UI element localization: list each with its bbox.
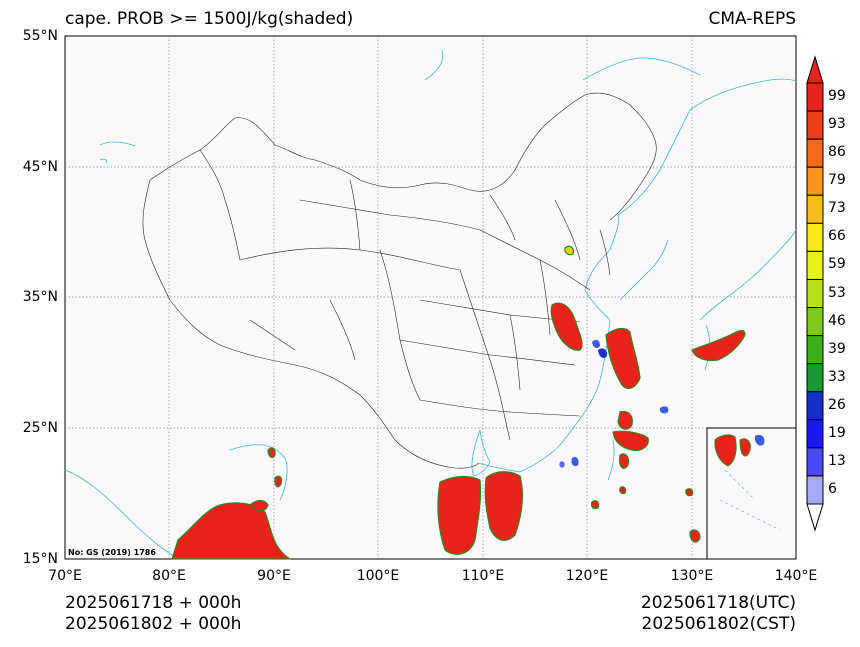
colorbar-segment bbox=[806, 335, 824, 365]
colorbar-tick-label: 86 bbox=[828, 144, 846, 161]
colorbar-segment bbox=[806, 82, 824, 112]
map-title: cape. PROB >= 1500J/kg(shaded) bbox=[65, 9, 354, 29]
colorbar-tick-label: 6 bbox=[828, 480, 837, 497]
lon-label: 120°E bbox=[565, 568, 609, 584]
colorbar-segment bbox=[806, 391, 824, 421]
colorbar-segment bbox=[806, 419, 824, 449]
colorbar-segment bbox=[806, 447, 824, 477]
colorbar-tick-label: 66 bbox=[828, 228, 846, 245]
colorbar-over-arrow bbox=[806, 55, 824, 84]
lat-label: 15°N bbox=[22, 551, 58, 567]
lat-label: 35°N bbox=[22, 289, 58, 305]
lat-label: 25°N bbox=[22, 420, 58, 436]
lat-label: 55°N bbox=[22, 28, 58, 44]
init-time-cst: 2025061802 + 000h bbox=[65, 614, 242, 634]
valid-time-utc: 2025061718(UTC) bbox=[640, 593, 796, 613]
colorbar-tick-label: 73 bbox=[828, 200, 846, 217]
colorbar bbox=[806, 55, 824, 532]
colorbar-segment bbox=[806, 138, 824, 168]
model-name: CMA-REPS bbox=[708, 9, 796, 29]
colorbar-under-arrow bbox=[806, 503, 824, 532]
lon-label: 90°E bbox=[257, 568, 291, 584]
colorbar-segment bbox=[806, 166, 824, 196]
south-china-sea-inset bbox=[706, 427, 797, 560]
colorbar-tick-label: 59 bbox=[828, 256, 846, 273]
valid-time-cst: 2025061802(CST) bbox=[641, 614, 796, 634]
lon-label: 130°E bbox=[670, 568, 714, 584]
colorbar-tick-label: 26 bbox=[828, 396, 846, 413]
forecast-time-left: 2025061718 + 000h 2025061802 + 000h bbox=[65, 593, 241, 635]
colorbar-tick-label: 99 bbox=[828, 88, 846, 105]
colorbar-tick-label: 39 bbox=[828, 340, 846, 357]
colorbar-segment bbox=[806, 278, 824, 309]
colorbar-segment bbox=[806, 222, 824, 252]
init-time-utc: 2025061718 + 000h bbox=[65, 593, 242, 613]
lon-label: 110°E bbox=[461, 568, 505, 584]
colorbar-tick-label: 79 bbox=[828, 172, 846, 189]
colorbar-tick-label: 33 bbox=[828, 368, 846, 385]
lon-label: 140°E bbox=[774, 568, 818, 584]
colorbar-tick-label: 93 bbox=[828, 116, 846, 133]
map-approval-number: No: GS (2019) 1786 bbox=[68, 548, 156, 557]
colorbar-segment bbox=[806, 250, 824, 280]
colorbar-segment bbox=[806, 363, 824, 393]
colorbar-tick-label: 53 bbox=[828, 284, 846, 301]
colorbar-segment bbox=[806, 307, 824, 337]
colorbar-tick-label: 46 bbox=[828, 312, 846, 329]
map-background bbox=[64, 35, 797, 560]
borders bbox=[142, 92, 657, 469]
colorbar-tick-label: 13 bbox=[828, 452, 846, 469]
lon-label: 80°E bbox=[152, 568, 186, 584]
colorbar-segment bbox=[806, 110, 824, 140]
forecast-time-right: 2025061718(UTC) 2025061802(CST) bbox=[641, 593, 796, 635]
colorbar-tick-label: 19 bbox=[828, 424, 846, 441]
graticule bbox=[65, 36, 796, 559]
colorbar-segment bbox=[806, 475, 824, 505]
colorbar-segment bbox=[806, 194, 824, 224]
lon-label: 100°E bbox=[356, 568, 400, 584]
lat-label: 45°N bbox=[22, 159, 58, 175]
prob-shading bbox=[171, 245, 746, 560]
lon-label: 70°E bbox=[48, 568, 82, 584]
